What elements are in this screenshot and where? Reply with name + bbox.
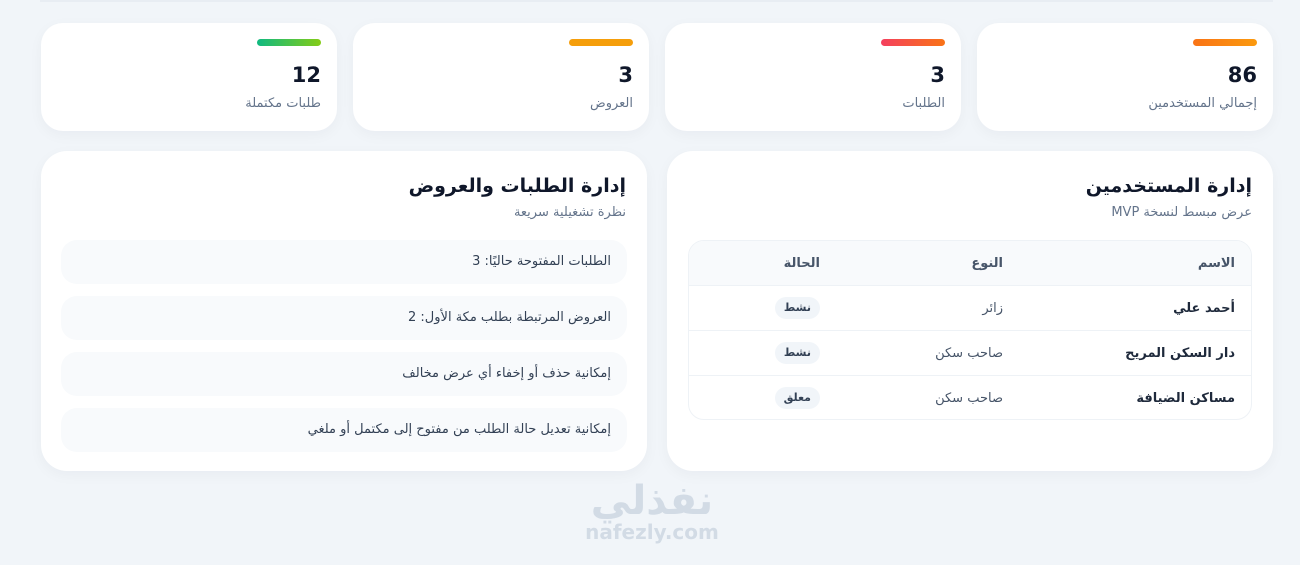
stat-label: الطلبات — [902, 96, 945, 111]
user-name: دار السكن المريح — [1125, 346, 1235, 361]
table-row[interactable]: أحمد علي زائر نشط — [689, 286, 1251, 331]
user-name: مساكن الضيافة — [1136, 391, 1235, 406]
watermark-latin: nafezly.com — [585, 520, 719, 544]
table-row[interactable]: مساكن الضيافة صاحب سكن معلق — [689, 376, 1251, 419]
user-name: أحمد علي — [1173, 301, 1235, 316]
column-header-type: النوع — [971, 256, 1003, 271]
panel-title: إدارة المستخدمين — [1085, 175, 1252, 197]
watermark-arabic: نفذلي — [590, 478, 714, 524]
user-type: صاحب سكن — [935, 346, 1003, 361]
stat-value: 3 — [930, 63, 945, 87]
panel-title: إدارة الطلبات والعروض — [408, 175, 626, 197]
list-item: إمكانية تعديل حالة الطلب من مفتوح إلى مك… — [61, 408, 627, 452]
status-badge: معلق — [774, 387, 820, 409]
users-panel: إدارة المستخدمين عرض مبسط لنسخة MVP الاس… — [667, 151, 1273, 471]
stat-value: 12 — [291, 63, 321, 87]
stat-card-requests: 3 الطلبات — [665, 23, 961, 131]
panel-subtitle: عرض مبسط لنسخة MVP — [1111, 205, 1252, 220]
stat-label: طلبات مكتملة — [245, 96, 321, 111]
user-type: صاحب سكن — [935, 391, 1003, 406]
status-badge: نشط — [774, 297, 820, 319]
watermark-logo: نفذلي nafezly.com — [572, 478, 732, 544]
list-item: العروض المرتبطة بطلب مكة الأول: 2 — [61, 296, 627, 340]
accent-bar — [569, 39, 633, 46]
stat-card-offers: 3 العروض — [353, 23, 649, 131]
users-table: الاسم النوع الحالة أحمد علي زائر نشط دار… — [688, 240, 1252, 420]
list-item: إمكانية حذف أو إخفاء أي عرض مخالف — [61, 352, 627, 396]
requests-panel: إدارة الطلبات والعروض نظرة تشغيلية سريعة… — [41, 151, 647, 471]
column-header-name: الاسم — [1197, 256, 1235, 271]
stat-label: العروض — [589, 96, 633, 111]
accent-bar — [881, 39, 945, 46]
stat-value: 86 — [1227, 63, 1257, 87]
user-type: زائر — [982, 301, 1003, 316]
list-item: الطلبات المفتوحة حاليًا: 3 — [61, 240, 627, 284]
stat-card-total-users: 86 إجمالي المستخدمين — [977, 23, 1273, 131]
accent-bar — [1193, 39, 1257, 46]
stat-value: 3 — [618, 63, 633, 87]
table-row[interactable]: دار السكن المريح صاحب سكن نشط — [689, 331, 1251, 376]
top-divider — [40, 0, 1273, 2]
stat-card-completed: 12 طلبات مكتملة — [41, 23, 337, 131]
stat-label: إجمالي المستخدمين — [1148, 96, 1257, 111]
column-header-status: الحالة — [783, 256, 820, 271]
panel-subtitle: نظرة تشغيلية سريعة — [513, 205, 626, 220]
accent-bar — [257, 39, 321, 46]
status-badge: نشط — [774, 342, 820, 364]
table-header: الاسم النوع الحالة — [689, 241, 1251, 286]
